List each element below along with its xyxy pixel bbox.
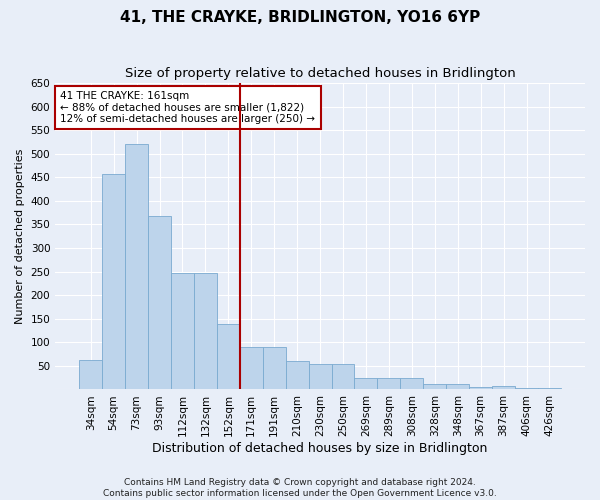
Bar bbox=[538, 388, 561, 390]
Bar bbox=[79, 360, 102, 390]
Bar bbox=[125, 144, 148, 390]
Bar bbox=[240, 346, 263, 390]
Bar bbox=[308, 364, 332, 390]
Title: Size of property relative to detached houses in Bridlington: Size of property relative to detached ho… bbox=[125, 68, 515, 80]
Bar bbox=[515, 388, 538, 390]
Bar bbox=[377, 378, 400, 390]
Bar bbox=[148, 216, 171, 390]
Text: Contains HM Land Registry data © Crown copyright and database right 2024.
Contai: Contains HM Land Registry data © Crown c… bbox=[103, 478, 497, 498]
Bar bbox=[286, 360, 308, 390]
Bar bbox=[400, 378, 423, 390]
Bar bbox=[263, 346, 286, 390]
Bar bbox=[332, 364, 355, 390]
Bar bbox=[492, 386, 515, 390]
Bar bbox=[446, 384, 469, 390]
Text: 41, THE CRAYKE, BRIDLINGTON, YO16 6YP: 41, THE CRAYKE, BRIDLINGTON, YO16 6YP bbox=[120, 10, 480, 25]
Bar bbox=[355, 378, 377, 390]
Bar bbox=[102, 174, 125, 390]
Bar bbox=[171, 272, 194, 390]
Bar bbox=[469, 386, 492, 390]
Text: 41 THE CRAYKE: 161sqm
← 88% of detached houses are smaller (1,822)
12% of semi-d: 41 THE CRAYKE: 161sqm ← 88% of detached … bbox=[61, 90, 316, 124]
Bar bbox=[194, 272, 217, 390]
X-axis label: Distribution of detached houses by size in Bridlington: Distribution of detached houses by size … bbox=[152, 442, 488, 455]
Bar bbox=[423, 384, 446, 390]
Y-axis label: Number of detached properties: Number of detached properties bbox=[15, 148, 25, 324]
Bar bbox=[217, 324, 240, 390]
